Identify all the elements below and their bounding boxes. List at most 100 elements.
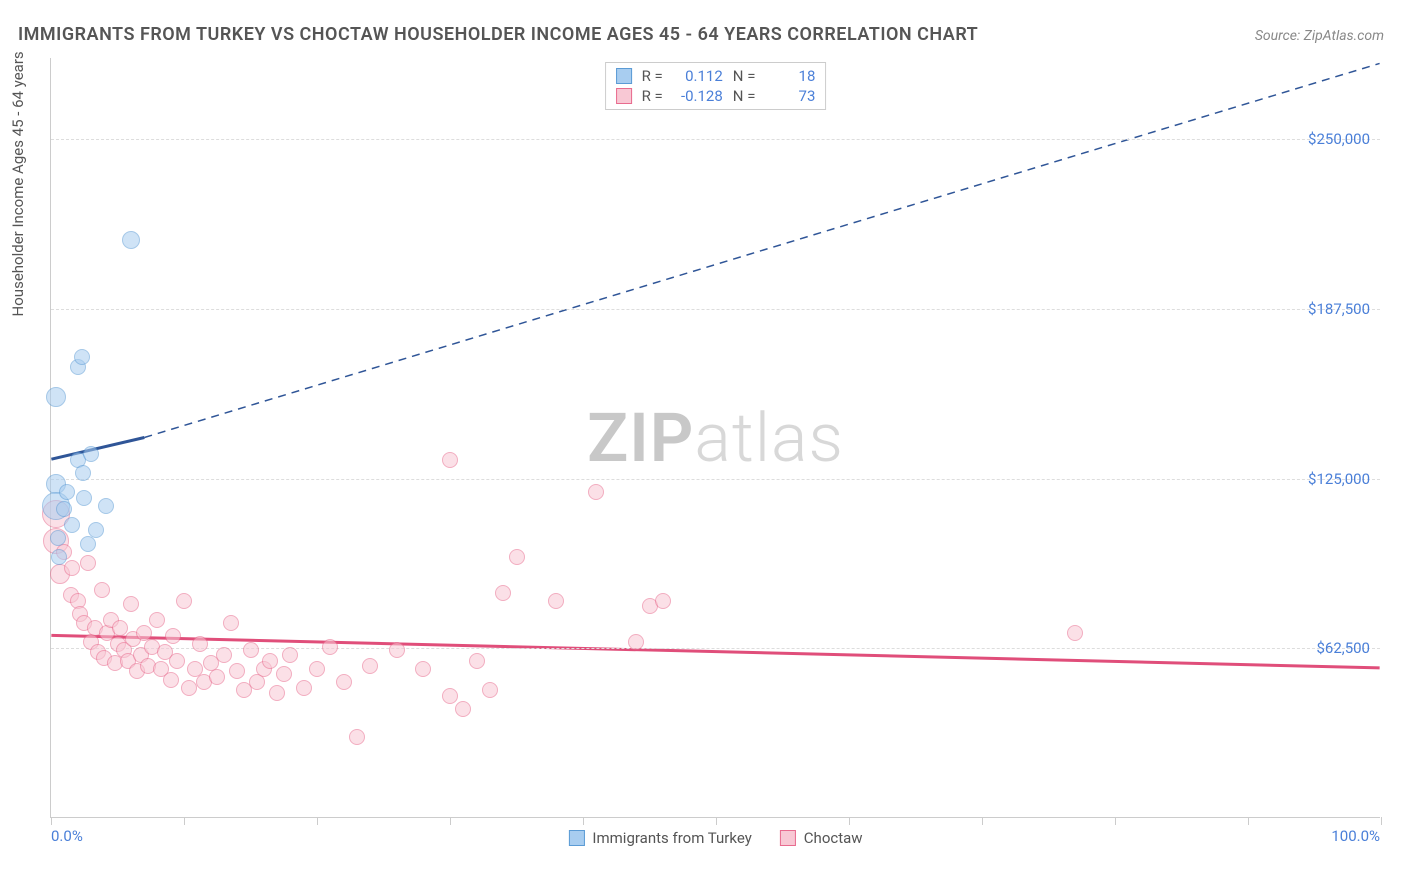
scatter-point-b [322, 639, 338, 655]
scatter-point-b [165, 628, 181, 644]
scatter-point-b [123, 596, 139, 612]
scatter-point-b [229, 663, 245, 679]
y-tick-label: $187,500 [1308, 300, 1370, 318]
scatter-point-b [80, 555, 96, 571]
gridline [51, 479, 1380, 480]
trend-lines-svg [51, 58, 1380, 817]
scatter-point-b [181, 680, 197, 696]
y-tick-label: $62,500 [1316, 639, 1370, 657]
scatter-point-b [349, 729, 365, 745]
scatter-point-a [50, 530, 66, 546]
x-tick [317, 817, 318, 825]
scatter-point-b [269, 685, 285, 701]
scatter-point-b [262, 653, 278, 669]
legend-item-b: Choctaw [780, 829, 863, 847]
chart-title: IMMIGRANTS FROM TURKEY VS CHOCTAW HOUSEH… [18, 24, 978, 45]
scatter-point-a [64, 517, 80, 533]
scatter-point-b [216, 647, 232, 663]
scatter-point-a [88, 522, 104, 538]
gridline [51, 139, 1380, 140]
scatter-point-a [74, 349, 90, 365]
scatter-point-a [76, 490, 92, 506]
scatter-point-a [75, 465, 91, 481]
stats-row-a: R = 0.112 N = 18 [616, 67, 816, 85]
swatch-series-a [616, 68, 632, 84]
x-tick [1248, 817, 1249, 825]
legend-label-b: Choctaw [804, 829, 863, 847]
x-tick [1115, 817, 1116, 825]
x-axis-max-label: 100.0% [1331, 827, 1380, 845]
y-tick-label: $250,000 [1308, 130, 1370, 148]
x-tick [184, 817, 185, 825]
watermark: ZIPatlas [587, 398, 844, 478]
r-value-b: -0.128 [673, 87, 723, 105]
scatter-point-b [362, 658, 378, 674]
x-tick [450, 817, 451, 825]
r-label-a: R = [642, 67, 663, 85]
scatter-point-b [163, 672, 179, 688]
scatter-point-b [149, 612, 165, 628]
scatter-point-b [442, 452, 458, 468]
watermark-light: atlas [694, 398, 844, 478]
scatter-point-b [209, 669, 225, 685]
stats-legend: R = 0.112 N = 18 R = -0.128 N = 73 [605, 62, 827, 110]
r-value-a: 0.112 [673, 67, 723, 85]
scatter-point-b [94, 582, 110, 598]
scatter-point-a [56, 501, 72, 517]
scatter-point-b [389, 642, 405, 658]
source-label: Source: ZipAtlas.com [1255, 28, 1384, 44]
y-tick-label: $125,000 [1308, 470, 1370, 488]
watermark-bold: ZIP [587, 398, 694, 478]
scatter-point-b [495, 585, 511, 601]
stats-row-b: R = -0.128 N = 73 [616, 87, 816, 105]
x-axis-min-label: 0.0% [51, 827, 83, 845]
r-label-b: R = [642, 87, 663, 105]
scatter-point-a [59, 484, 75, 500]
x-tick [51, 817, 52, 825]
scatter-point-b [176, 593, 192, 609]
scatter-point-b [655, 593, 671, 609]
scatter-point-b [243, 642, 259, 658]
n-value-b: 73 [765, 87, 815, 105]
x-tick [1381, 817, 1382, 825]
swatch-series-b-bottom [780, 830, 796, 846]
scatter-point-b [588, 484, 604, 500]
scatter-point-a [46, 387, 66, 407]
scatter-point-a [98, 498, 114, 514]
scatter-point-b [509, 549, 525, 565]
scatter-point-b [192, 636, 208, 652]
x-tick [716, 817, 717, 825]
scatter-point-b [276, 666, 292, 682]
scatter-point-b [282, 647, 298, 663]
correlation-chart: IMMIGRANTS FROM TURKEY VS CHOCTAW HOUSEH… [0, 0, 1406, 892]
series-legend: Immigrants from Turkey Choctaw [568, 829, 862, 847]
gridline [51, 309, 1380, 310]
scatter-point-b [482, 682, 498, 698]
scatter-point-b [169, 653, 185, 669]
scatter-point-b [442, 688, 458, 704]
scatter-point-b [309, 661, 325, 677]
legend-item-a: Immigrants from Turkey [568, 829, 751, 847]
n-value-a: 18 [765, 67, 815, 85]
plot-area: ZIPatlas R = 0.112 N = 18 R = -0.128 N =… [50, 58, 1380, 818]
scatter-point-b [336, 674, 352, 690]
legend-label-a: Immigrants from Turkey [592, 829, 751, 847]
scatter-point-a [122, 231, 140, 249]
scatter-point-a [80, 536, 96, 552]
scatter-point-a [51, 549, 67, 565]
n-label-b: N = [733, 87, 756, 105]
y-axis-title: Householder Income Ages 45 - 64 years [9, 51, 27, 316]
scatter-point-b [415, 661, 431, 677]
x-tick [583, 817, 584, 825]
x-tick [849, 817, 850, 825]
scatter-point-b [223, 615, 239, 631]
scatter-point-b [1067, 625, 1083, 641]
scatter-point-b [628, 634, 644, 650]
scatter-point-b [296, 680, 312, 696]
n-label-a: N = [733, 67, 756, 85]
swatch-series-a-bottom [568, 830, 584, 846]
swatch-series-b [616, 88, 632, 104]
scatter-point-b [455, 701, 471, 717]
scatter-point-b [548, 593, 564, 609]
x-tick [982, 817, 983, 825]
